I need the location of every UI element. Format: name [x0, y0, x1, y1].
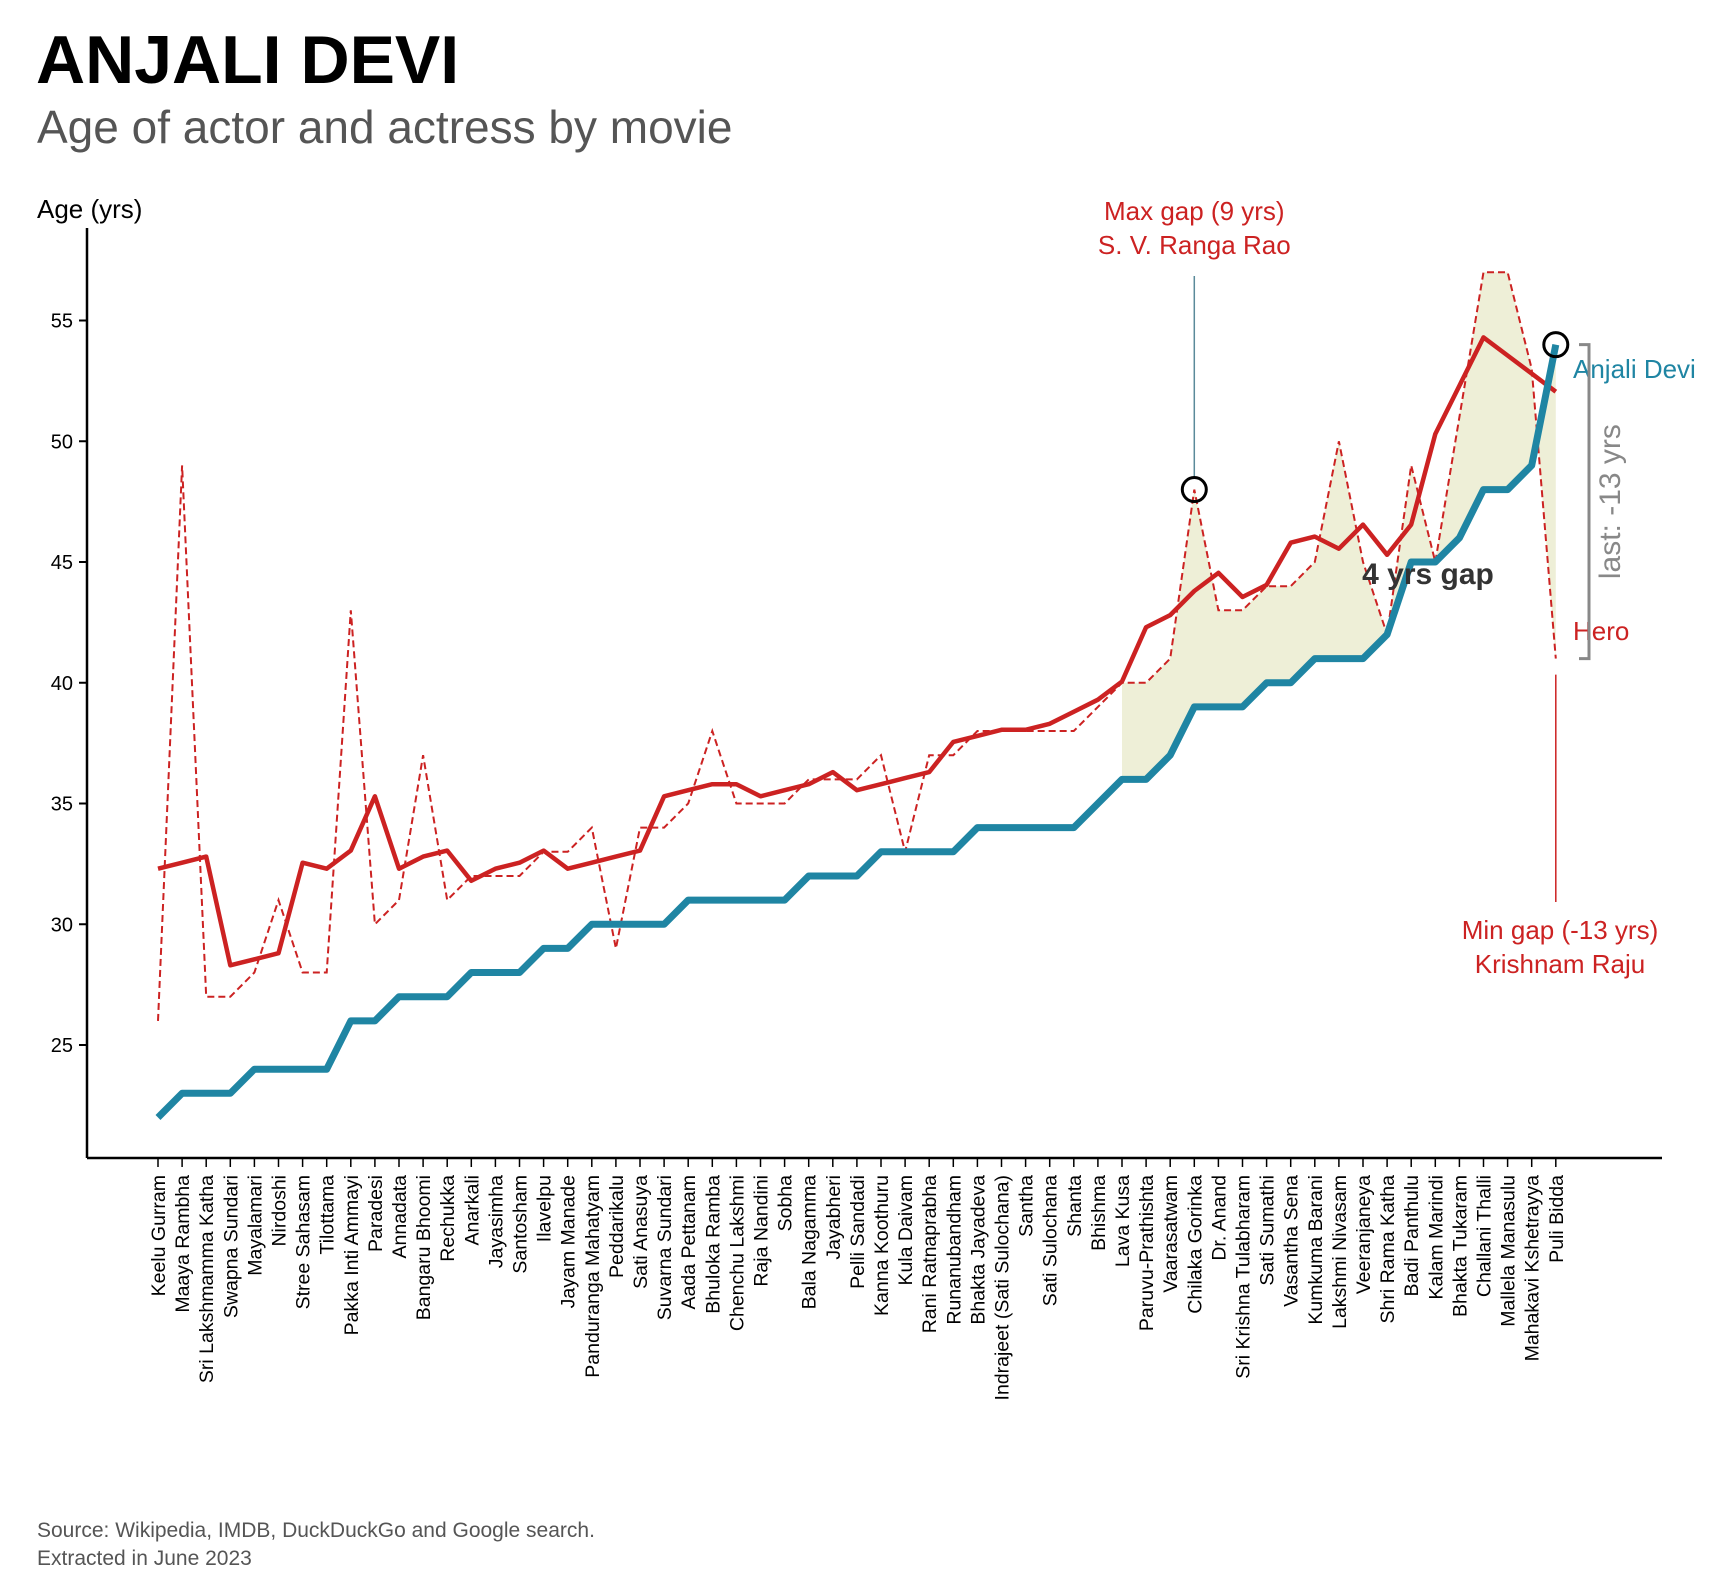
x-tick-label: Santha	[1016, 1175, 1038, 1237]
hero-line	[157, 271, 1557, 1021]
x-tick-label: Paruvu-Prathishta	[1136, 1175, 1158, 1331]
hero-average-line	[157, 335, 1558, 968]
x-tick-label: Aada Pettanam	[678, 1175, 700, 1309]
x-tick-label: Vaarasatwam	[1160, 1175, 1182, 1293]
last-gap-bracket	[1579, 343, 1591, 661]
x-tick-label: Chenchu Lakshmi	[726, 1175, 748, 1331]
source-line: Source: Wikipedia, IMDB, DuckDuckGo and …	[37, 1519, 595, 1542]
x-tick-label: Sri Krishna Tulabharam	[1233, 1175, 1255, 1379]
x-tick-label: Sati Sumathi	[1257, 1175, 1279, 1286]
x-tick-label: Annadata	[389, 1175, 411, 1259]
x-tick-label: Kanna Koothuru	[871, 1175, 893, 1316]
x-tick-label: Bala Nagamma	[799, 1175, 821, 1310]
x-tick-label: Tilottama	[317, 1175, 339, 1255]
max-gap-marker	[1180, 476, 1208, 504]
y-tick-label: 50	[51, 431, 73, 453]
x-tick-label: Chilaka Gorinka	[1184, 1175, 1206, 1314]
x-tick-label: Challani Thalli	[1474, 1175, 1496, 1297]
x-tick-label: Jayam Manade	[558, 1175, 580, 1308]
extraction-date: Extracted in June 2023	[37, 1547, 252, 1570]
x-tick-label: Peddarikalu	[606, 1175, 628, 1278]
x-tick-label: Kula Daivam	[895, 1175, 917, 1286]
x-tick-label: Vasantha Sena	[1281, 1175, 1303, 1307]
x-tick-label: Rechukka	[437, 1175, 459, 1262]
last-gap-label: last: -13 yrs	[1594, 424, 1627, 579]
source-note: Source: Wikipedia, IMDB, DuckDuckGo and …	[37, 1517, 595, 1573]
x-tick-label: Rani Ratnaprabha	[919, 1175, 941, 1333]
x-tick-label: Paradesi	[365, 1175, 387, 1252]
x-tick-label: Lakshmi Nivasam	[1329, 1175, 1351, 1329]
last-point-marker	[1542, 331, 1570, 359]
x-tick-label: Mahakavi Kshetrayya	[1522, 1175, 1544, 1362]
x-tick-label: Keelu Gurram	[148, 1175, 170, 1296]
x-tick-label: Jayasimha	[485, 1175, 507, 1268]
y-tick-label: 40	[51, 673, 73, 695]
x-tick-label: Swapna Sundari	[220, 1175, 242, 1318]
x-tick-label: Sati Anasuya	[630, 1175, 652, 1289]
x-tick-label: Bhuloka Ramba	[702, 1175, 724, 1314]
x-tick-label: Santosham	[510, 1175, 532, 1274]
chart-title: ANJALI DEVI	[36, 22, 460, 98]
max-gap-actor-label: S. V. Ranga Rao	[1098, 230, 1291, 260]
x-tick-label: Dr. Anand	[1208, 1175, 1230, 1261]
x-tick-label: Pelli Sandadi	[847, 1175, 869, 1289]
x-tick-label: Raja Nandini	[751, 1175, 773, 1287]
x-tick-label: Jayabheri	[823, 1175, 845, 1260]
hero-series-label: Hero	[1573, 616, 1629, 646]
x-tick-label: Bhakta Jayadeva	[967, 1175, 989, 1325]
x-tick-label: Lava Kusa	[1112, 1175, 1134, 1267]
x-tick-label: Badi Panthulu	[1401, 1175, 1423, 1296]
x-tick-label: Panduranga Mahatyam	[582, 1175, 604, 1378]
x-tick-label: Shanta	[1064, 1175, 1086, 1237]
x-tick-label: Kumkuma Barani	[1305, 1175, 1327, 1325]
x-tick-label: Veeranjaneya	[1353, 1175, 1375, 1294]
x-tick-label: Bangaru Bhoomi	[413, 1175, 435, 1320]
gap-label: 4 yrs gap	[1362, 558, 1494, 591]
x-tick-label: Mallela Manasulu	[1498, 1175, 1520, 1327]
x-tick-label: Indrajeet (Sati Sulochana)	[992, 1175, 1014, 1400]
y-tick-label: 25	[51, 1035, 73, 1057]
x-tick-label: Sati Sulochana	[1040, 1175, 1062, 1306]
actress-series-label: Anjali Devi	[1573, 354, 1696, 384]
x-tick-label: Anarkali	[461, 1175, 483, 1245]
min-gap-label: Min gap (-13 yrs)	[1462, 915, 1659, 945]
actress-line	[155, 344, 1560, 1120]
max-gap-label: Max gap (9 yrs)	[1104, 196, 1285, 226]
x-tick-label: Sobha	[775, 1175, 797, 1232]
x-tick-label: Puli Bidda	[1546, 1175, 1568, 1263]
x-tick-label: Bhakta Tukaram	[1449, 1175, 1471, 1317]
x-tick-label: Sri Lakshmamma Katha	[196, 1175, 218, 1383]
x-tick-label: Ilavelpu	[534, 1175, 556, 1242]
y-tick-label: 45	[51, 552, 73, 574]
chart-subtitle: Age of actor and actress by movie	[37, 101, 733, 153]
x-tick-label: Nirdoshi	[269, 1175, 291, 1247]
gap-shading	[1122, 272, 1556, 780]
x-tick-label: Maaya Rambha	[172, 1175, 194, 1313]
x-tick-label: Stree Sahasam	[293, 1175, 315, 1309]
x-tick-label: Pakka Inti Ammayi	[341, 1175, 363, 1335]
x-tick-label: Mayalamari	[244, 1175, 266, 1276]
x-tick-label: Bhishma	[1088, 1175, 1110, 1251]
min-gap-actor-label: Krishnam Raju	[1475, 949, 1646, 979]
y-tick-label: 55	[51, 311, 73, 333]
plot-area: Age (yrs) 25 30 35 40 45 50 55 Keelu Gurram Maaya…	[37, 194, 1696, 1400]
y-axis-label: Age (yrs)	[37, 194, 142, 224]
x-tick-label: Suvarna Sundari	[654, 1175, 676, 1320]
y-tick-label: 35	[51, 794, 73, 816]
x-tick-label: Runanubandham	[943, 1175, 965, 1325]
y-tick-label: 30	[51, 914, 73, 936]
x-tick-label: Shri Rama Katha	[1377, 1175, 1399, 1324]
x-tick-label: Kalam Marindi	[1425, 1175, 1447, 1300]
